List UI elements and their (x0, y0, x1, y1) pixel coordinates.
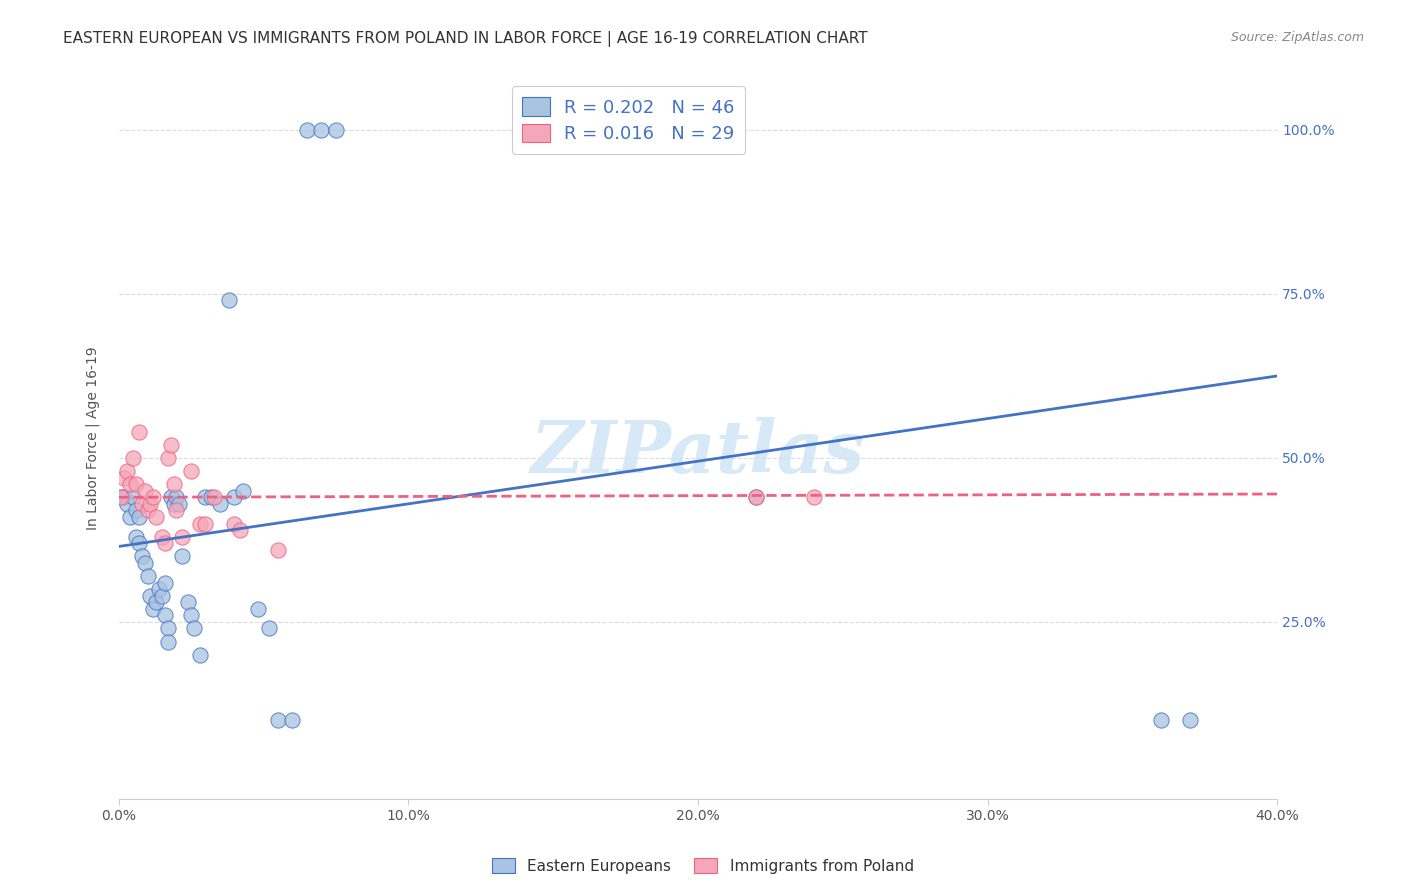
Point (125, 503, 148, 517)
Point (115, 497, 138, 511)
Point (200, 491, 222, 505)
Point (110, 491, 132, 505)
Point (224, 516, 246, 531)
Point (145, 510, 167, 524)
Point (311, 123, 333, 137)
Point (156, 634, 179, 648)
Point (267, 714, 290, 728)
Point (257, 622, 280, 636)
Point (194, 516, 217, 531)
Point (156, 622, 179, 636)
Point (112, 470, 135, 484)
Point (148, 582, 170, 596)
Point (134, 483, 156, 498)
Y-axis label: In Labor Force | Age 16-19: In Labor Force | Age 16-19 (86, 346, 100, 530)
Point (153, 608, 176, 623)
Point (110, 491, 132, 505)
Point (159, 491, 181, 505)
Point (156, 450, 179, 465)
Point (325, 123, 347, 137)
Point (162, 497, 184, 511)
Point (745, 491, 768, 505)
Legend: Eastern Europeans, Immigrants from Poland: Eastern Europeans, Immigrants from Polan… (486, 852, 920, 880)
Point (153, 536, 176, 550)
Text: EASTERN EUROPEAN VS IMMIGRANTS FROM POLAND IN LABOR FORCE | AGE 16-19 CORRELATIO: EASTERN EUROPEAN VS IMMIGRANTS FROM POLA… (63, 31, 868, 47)
Point (153, 575, 176, 590)
Point (112, 491, 135, 505)
Point (172, 530, 194, 544)
Legend: R = 0.202   N = 46, R = 0.016   N = 29: R = 0.202 N = 46, R = 0.016 N = 29 (512, 87, 745, 154)
Point (202, 491, 225, 505)
Point (177, 595, 200, 609)
Point (139, 589, 162, 603)
Point (125, 477, 148, 491)
Point (1150, 714, 1173, 728)
Point (134, 556, 156, 570)
Point (122, 491, 145, 505)
Point (246, 602, 269, 616)
Point (188, 516, 211, 531)
Point (150, 530, 173, 544)
Point (159, 438, 181, 452)
Point (150, 589, 173, 603)
Point (194, 491, 217, 505)
Point (166, 491, 188, 505)
Point (188, 648, 211, 662)
Point (128, 425, 150, 439)
Point (172, 549, 194, 564)
Point (745, 491, 768, 505)
Point (218, 293, 240, 308)
Point (115, 464, 138, 478)
Point (1180, 714, 1202, 728)
Point (120, 510, 142, 524)
Point (142, 491, 165, 505)
Text: ZIPatlas: ZIPatlas (531, 417, 865, 488)
Point (169, 497, 191, 511)
Point (267, 542, 290, 557)
Point (166, 503, 188, 517)
Point (208, 497, 231, 511)
Point (224, 491, 246, 505)
Point (128, 536, 150, 550)
Point (120, 477, 142, 491)
Point (803, 491, 825, 505)
Point (131, 549, 153, 564)
Point (281, 714, 304, 728)
Point (232, 483, 254, 498)
Point (122, 450, 145, 465)
Point (128, 510, 150, 524)
Point (162, 477, 184, 491)
Point (295, 123, 318, 137)
Point (145, 595, 167, 609)
Point (139, 497, 162, 511)
Point (136, 503, 159, 517)
Point (183, 622, 205, 636)
Point (180, 464, 202, 478)
Text: Source: ZipAtlas.com: Source: ZipAtlas.com (1230, 31, 1364, 45)
Point (229, 523, 252, 537)
Point (131, 497, 153, 511)
Point (142, 602, 165, 616)
Point (136, 569, 159, 583)
Point (125, 530, 148, 544)
Point (180, 608, 202, 623)
